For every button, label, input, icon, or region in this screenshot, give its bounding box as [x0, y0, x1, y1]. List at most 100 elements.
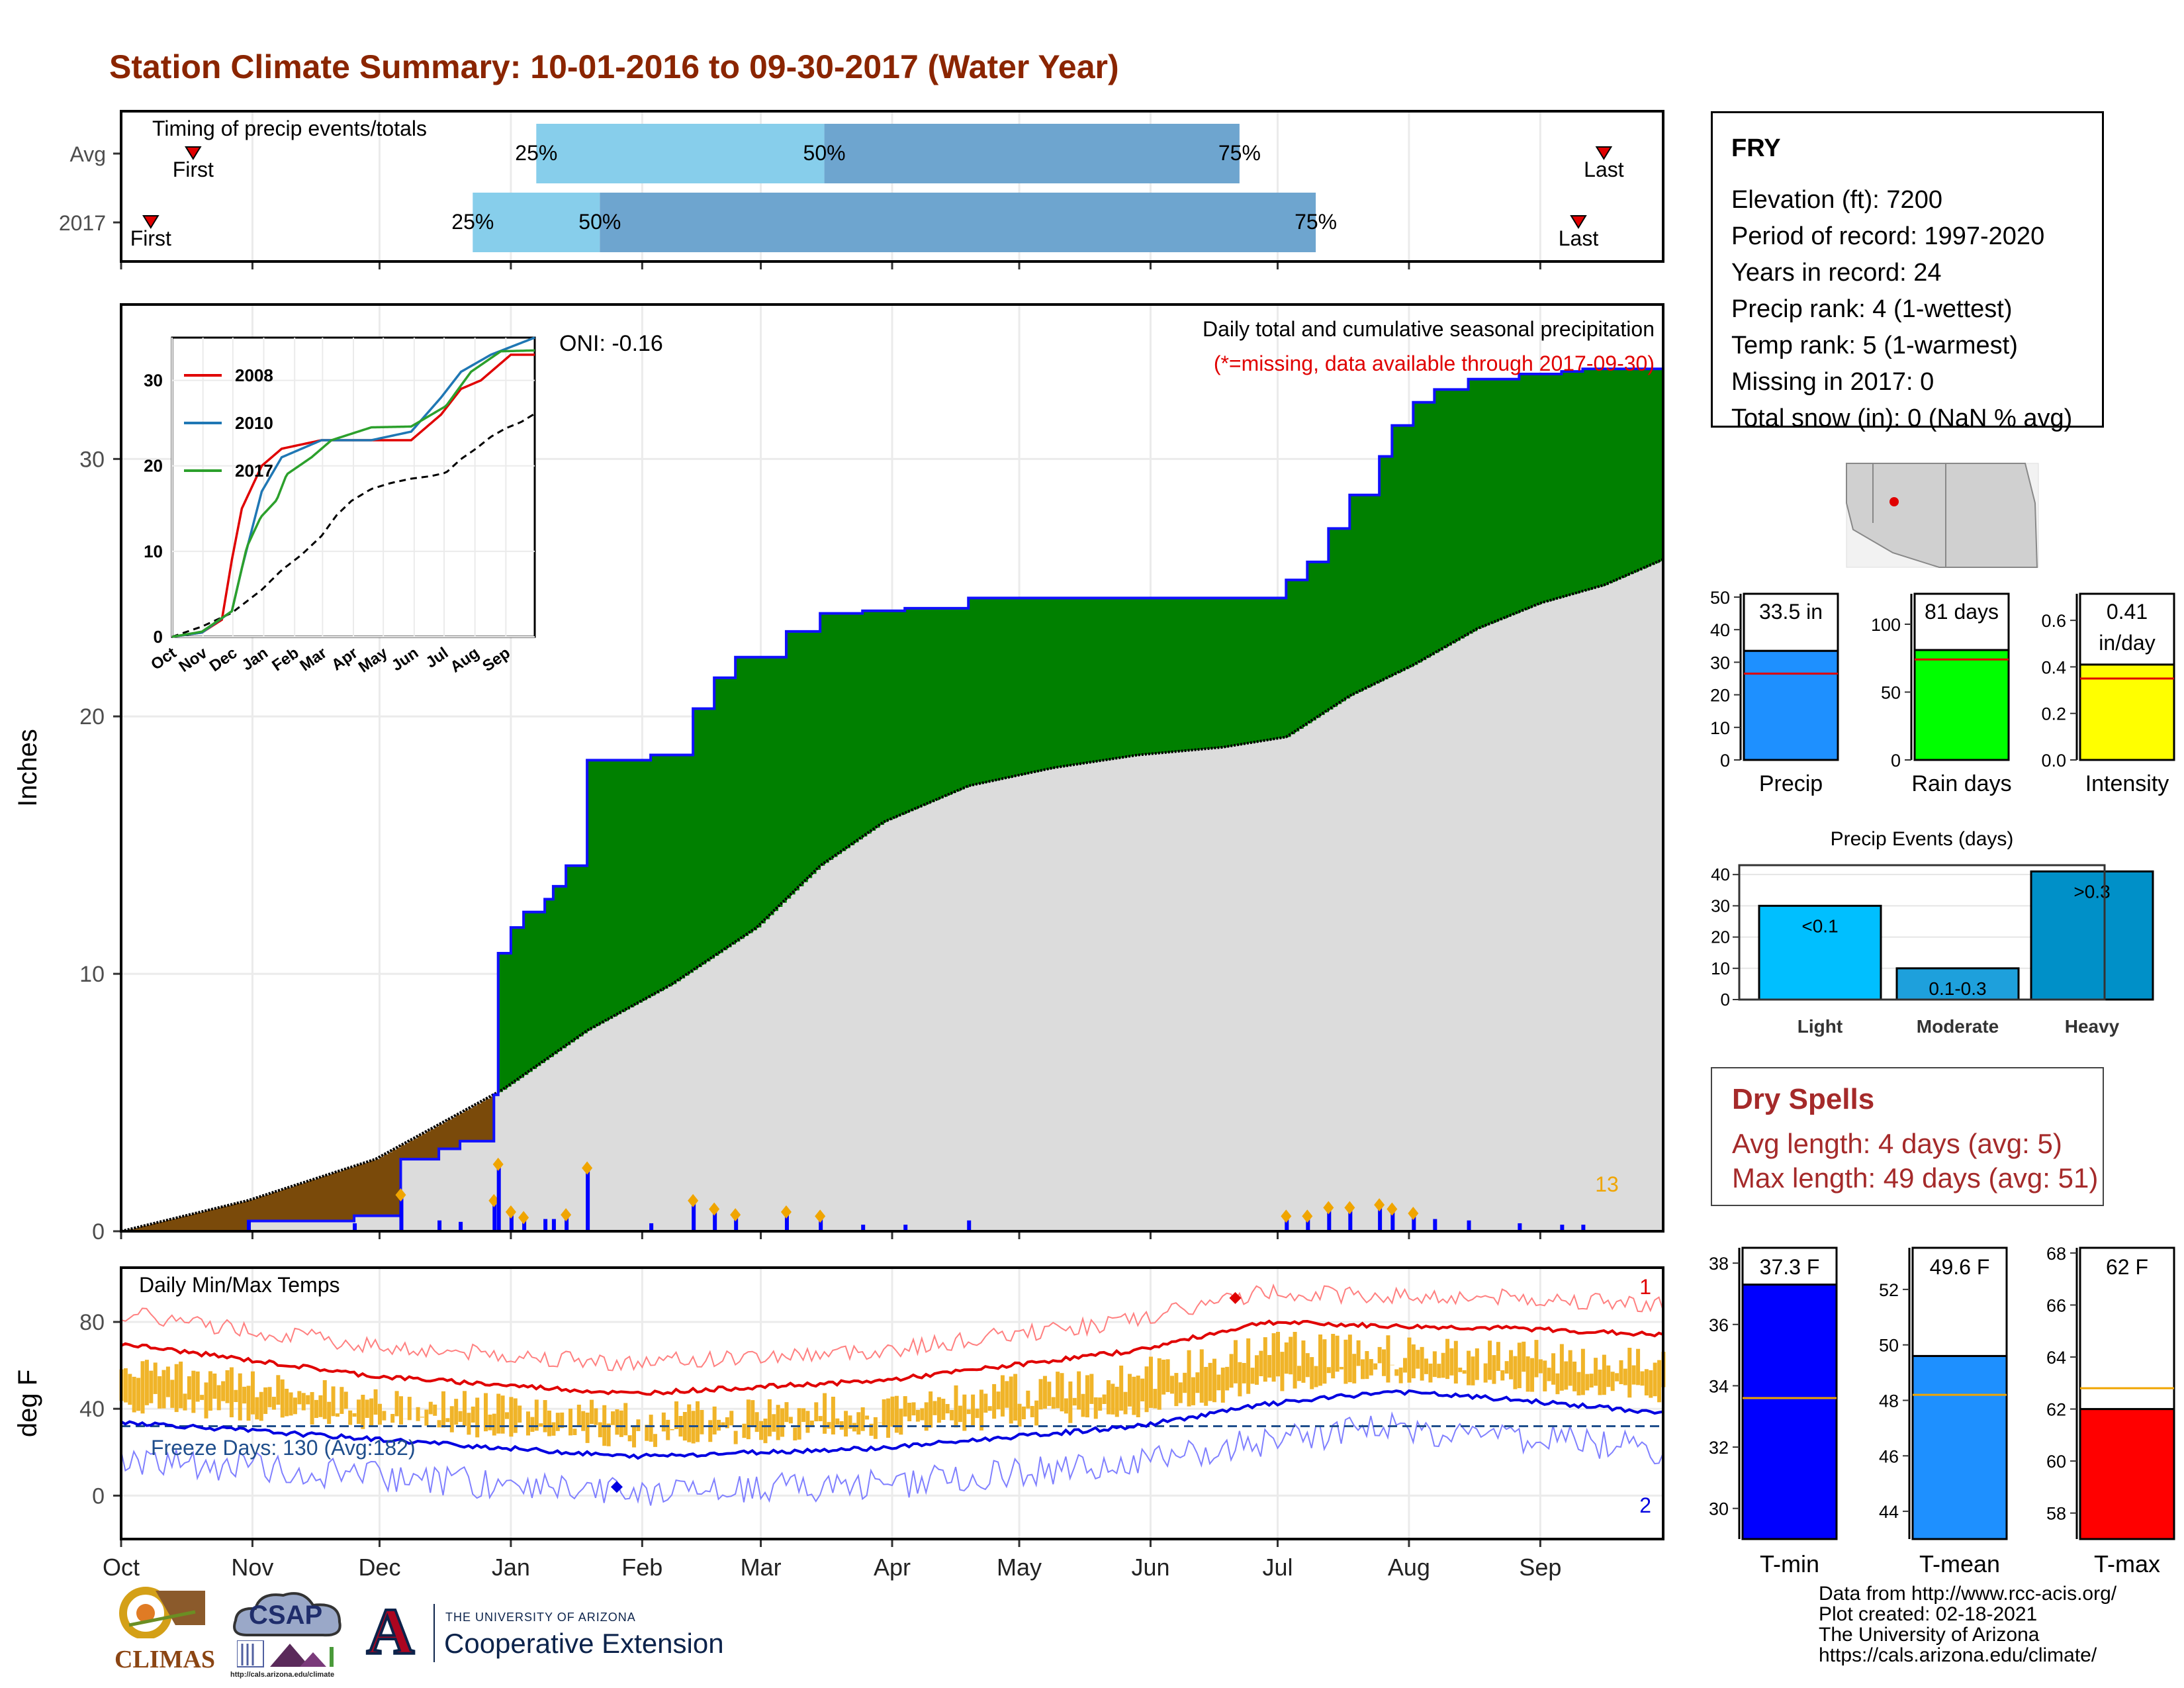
precip-diff-231	[1099, 598, 1105, 761]
daily-temp-bar-188	[915, 1409, 920, 1422]
pbar-value-1: 81 days	[1925, 600, 1999, 624]
daily-temp-bar-341	[1564, 1361, 1569, 1390]
daily-temp-bar-129	[666, 1419, 670, 1440]
daily-temp-bar-304	[1407, 1337, 1412, 1383]
daily-precip-bar-125	[649, 1223, 654, 1231]
daily-temp-bar-271	[1267, 1354, 1272, 1378]
daily-temp-bar-54	[348, 1410, 353, 1425]
credits: Data from http://www.rcc-acis.org/ Plot …	[1819, 1583, 2116, 1665]
precip-diff-325	[1498, 379, 1503, 621]
daily-temp-bar-314	[1449, 1348, 1454, 1376]
daily-precip-bar-102	[551, 1219, 556, 1231]
daily-temp-bar-268	[1254, 1355, 1259, 1385]
precip-diff-75	[439, 1124, 444, 1149]
precip-diff-343	[1574, 371, 1579, 594]
precip-event-marker-140	[709, 1202, 720, 1216]
pbar-1	[1913, 649, 2010, 761]
precip-diff-359	[1641, 369, 1647, 569]
precip-diff-91	[506, 953, 512, 1087]
credit-line-0: Data from http://www.rcc-acis.org/	[1819, 1583, 2117, 1605]
daily-temp-bar-206	[992, 1383, 997, 1419]
daily-temp-bar-64	[390, 1413, 395, 1423]
daily-temp-bar-59	[369, 1398, 374, 1426]
daily-temp-bar-130	[670, 1429, 674, 1430]
daily-temp-bar-348	[1594, 1358, 1598, 1386]
precip-diff-208	[1002, 598, 1007, 779]
timing-p25-label-1: 25%	[451, 210, 494, 234]
timing-bar-25-50-0	[536, 124, 825, 183]
daily-temp-bar-251	[1183, 1372, 1187, 1393]
tbar-tick-label-2-0: 58	[2046, 1504, 2066, 1524]
precip-diff-55	[354, 1166, 359, 1216]
precip-diff-197	[956, 608, 961, 792]
daily-temp-bar-56	[356, 1399, 361, 1425]
precip-diff-284	[1324, 561, 1330, 712]
precip-diff-357	[1633, 369, 1639, 573]
inset-legend-label-0: 2008	[235, 365, 273, 385]
daily-temp-bar-103	[555, 1413, 560, 1431]
daily-temp-bar-55	[352, 1413, 357, 1417]
precip-diff-209	[1006, 598, 1012, 778]
precip-diff-159	[794, 631, 799, 891]
daily-temp-bar-287	[1335, 1335, 1340, 1372]
precip-diff-337	[1549, 374, 1554, 601]
daily-temp-bar-124	[645, 1425, 649, 1441]
precip-diff-248	[1171, 598, 1177, 752]
precip-diff-194	[942, 608, 948, 797]
tbar-tick-label-1-4: 52	[1879, 1280, 1899, 1300]
precip-diff-99	[540, 912, 545, 1063]
pbar-tick-label-2-0: 0.0	[2041, 751, 2066, 771]
precip-diff-234	[1112, 598, 1118, 759]
ua-small-text: THE UNIVERSITY OF ARIZONA	[445, 1611, 636, 1624]
daily-temp-bar-216	[1034, 1400, 1039, 1426]
daily-temp-bar-88	[492, 1413, 496, 1436]
precip-diff-21	[210, 1209, 215, 1231]
precip-diff-244	[1154, 598, 1160, 754]
precip-diff-207	[998, 598, 1003, 780]
precip-diff-327	[1506, 379, 1512, 617]
precip-diff-205	[989, 598, 995, 782]
daily-temp-bar-355	[1623, 1368, 1627, 1385]
precip-diff-103	[557, 886, 563, 1051]
precip-diff-153	[769, 657, 774, 915]
precip-diff-354	[1620, 369, 1626, 578]
daily-temp-bar-151	[759, 1421, 764, 1440]
precip-diff-25	[227, 1205, 232, 1231]
daily-temp-bar-306	[1416, 1350, 1420, 1369]
precip-diff-242	[1146, 598, 1152, 755]
month-label-11: Sep	[1519, 1554, 1561, 1581]
daily-temp-bar-8	[153, 1362, 158, 1394]
precip-diff-288	[1341, 528, 1346, 702]
pbar-label-1: Rain days	[1911, 771, 2011, 796]
pbar-label-box-2	[2079, 592, 2175, 666]
station-line-1: Period of record: 1997-2020	[1731, 222, 2045, 250]
inset-ytick-1: 10	[144, 541, 163, 561]
precip-diff-212	[1019, 598, 1024, 775]
pbar-value-2: 0.41	[2107, 600, 2148, 624]
precip-diff-47	[320, 1177, 326, 1221]
precip-event-marker-88	[488, 1194, 500, 1207]
daily-temp-bar-16	[187, 1376, 191, 1400]
daily-temp-bar-320	[1475, 1348, 1479, 1380]
daily-precip-bar-290	[1348, 1207, 1353, 1231]
precip-diff-321	[1480, 379, 1486, 628]
month-label-5: Mar	[741, 1554, 782, 1581]
daily-temp-bar-220	[1051, 1397, 1056, 1409]
timing-title: Timing of precip events/totals	[152, 117, 427, 140]
precip-diff-22	[214, 1208, 220, 1231]
daily-temp-bar-305	[1411, 1344, 1416, 1379]
daily-temp-bar-100	[543, 1400, 547, 1432]
daily-temp-bar-32	[255, 1397, 259, 1420]
precip-diff-322	[1485, 379, 1490, 626]
daily-temp-bar-258	[1212, 1358, 1216, 1403]
precip-diff-94	[519, 927, 524, 1078]
precip-diff-113	[600, 760, 605, 1024]
precip-diff-10	[163, 1221, 169, 1231]
precip-diff-246	[1163, 598, 1168, 753]
precip-diff-256	[1205, 598, 1210, 749]
record-max-marker	[1229, 1291, 1242, 1304]
precip-diff-53	[345, 1168, 351, 1221]
precip-diff-279	[1302, 580, 1308, 726]
precip-diff-200	[968, 598, 974, 786]
precip-diff-335	[1540, 374, 1545, 604]
